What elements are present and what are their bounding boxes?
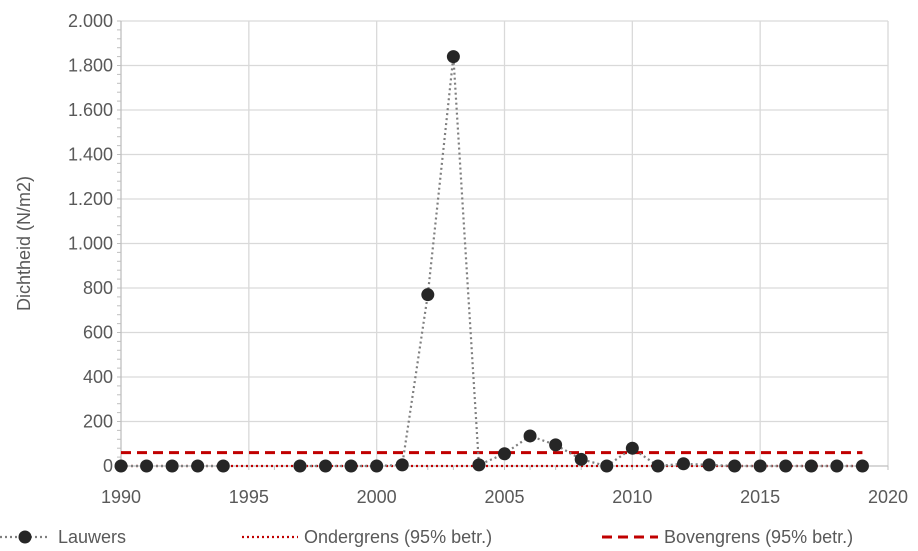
lauwers-point <box>728 459 742 473</box>
lauwers-point <box>293 459 307 473</box>
lauwers-point <box>498 447 511 461</box>
gridlines <box>121 20 889 466</box>
lauwers-point <box>676 457 690 471</box>
y-tick-label: 1.800 <box>68 56 113 76</box>
y-tick-labels: 0 200 400 600 800 1.000 1.200 1.400 1.600 1.800 2.… <box>68 11 113 476</box>
lauwers-point <box>319 459 333 473</box>
y-tick-label: 0 <box>103 456 113 476</box>
lauwers-point <box>779 459 793 473</box>
y-tick-label: 2.000 <box>68 11 113 31</box>
lauwers-point <box>191 459 205 473</box>
x-tick-label: 1990 <box>101 487 141 507</box>
lauwers-point <box>855 459 869 473</box>
y-axis-title: Dichtheid (N/m2) <box>14 176 34 311</box>
y-tick-label: 1.000 <box>68 234 113 254</box>
y-tick-label: 400 <box>83 367 113 387</box>
lauwers-point <box>446 50 460 64</box>
y-tick-label: 600 <box>83 323 113 343</box>
lauwers-point <box>600 459 614 473</box>
x-tick-label: 2015 <box>740 487 780 507</box>
x-tick-label: 2005 <box>484 487 524 507</box>
x-tick-label: 2020 <box>868 487 908 507</box>
x-tick-label: 2000 <box>357 487 397 507</box>
x-tick-labels: 1990 1995 2000 2005 2010 2015 2020 <box>101 487 908 507</box>
lauwers-point <box>165 459 179 473</box>
legend-ondergrens-label: Ondergrens (95% betr.) <box>304 527 492 547</box>
lauwers-point <box>395 458 409 472</box>
lauwers-point <box>344 459 358 473</box>
y-tick-label: 200 <box>83 412 113 432</box>
series-layer <box>114 50 869 473</box>
lauwers-point <box>114 459 128 473</box>
legend-bovengrens-label: Bovengrens (95% betr.) <box>664 527 853 547</box>
lauwers-line <box>299 56 863 468</box>
y-tick-label: 1.400 <box>68 145 113 165</box>
lauwers-point <box>421 288 435 302</box>
lauwers-point <box>370 459 384 473</box>
y-tick-label: 800 <box>83 278 113 298</box>
lauwers-point <box>574 452 588 466</box>
y-tick-label: 1.600 <box>68 100 113 120</box>
lauwers-point <box>702 458 716 472</box>
legend: Lauwers Ondergrens (95% betr.) Bovengrens … <box>0 527 853 547</box>
x-tick-label: 2010 <box>612 487 652 507</box>
lauwers-point <box>651 459 665 473</box>
x-tick-label: 1995 <box>229 487 269 507</box>
lauwers-point <box>472 458 486 472</box>
lauwers-point <box>523 429 537 443</box>
legend-lauwers-marker <box>18 530 32 544</box>
axes <box>117 20 889 470</box>
lauwers-point <box>804 459 818 473</box>
lauwers-point <box>140 459 154 473</box>
legend-lauwers-label: Lauwers <box>58 527 126 547</box>
lauwers-point <box>216 459 230 473</box>
lauwers-point <box>625 441 639 455</box>
y-tick-label: 1.200 <box>68 189 113 209</box>
lauwers-point <box>830 459 844 473</box>
lauwers-point <box>549 438 563 452</box>
lauwers-point <box>753 459 767 473</box>
